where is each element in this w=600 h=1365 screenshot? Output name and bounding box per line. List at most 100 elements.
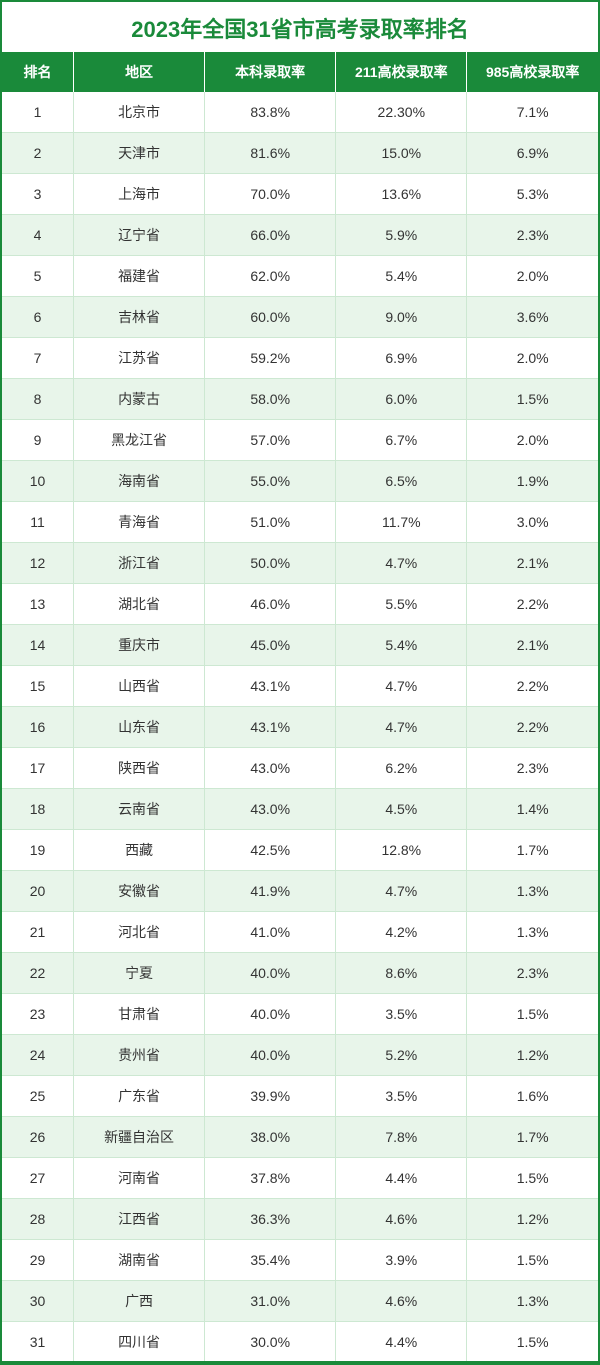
cell-r985: 1.7% — [467, 830, 598, 871]
cell-region: 贵州省 — [74, 1035, 205, 1076]
cell-r985: 1.3% — [467, 871, 598, 912]
col-985: 985高校录取率 — [467, 52, 598, 92]
cell-region: 黑龙江省 — [74, 420, 205, 461]
cell-region: 四川省 — [74, 1322, 205, 1363]
cell-region: 天津市 — [74, 133, 205, 174]
cell-region: 广西 — [74, 1281, 205, 1322]
cell-region: 甘肃省 — [74, 994, 205, 1035]
table-row: 1北京市83.8%22.30%7.1% — [2, 92, 598, 133]
cell-ug: 43.1% — [205, 666, 336, 707]
cell-rank: 11 — [2, 502, 74, 543]
table-row: 11青海省51.0%11.7%3.0% — [2, 502, 598, 543]
cell-r211: 4.7% — [336, 871, 467, 912]
cell-region: 陕西省 — [74, 748, 205, 789]
cell-r985: 1.6% — [467, 1076, 598, 1117]
cell-ug: 60.0% — [205, 297, 336, 338]
cell-r211: 22.30% — [336, 92, 467, 133]
table-row: 24贵州省40.0%5.2%1.2% — [2, 1035, 598, 1076]
table-row: 9黑龙江省57.0%6.7%2.0% — [2, 420, 598, 461]
cell-rank: 1 — [2, 92, 74, 133]
col-rank: 排名 — [2, 52, 74, 92]
table-row: 26新疆自治区38.0%7.8%1.7% — [2, 1117, 598, 1158]
cell-region: 北京市 — [74, 92, 205, 133]
cell-r211: 6.0% — [336, 379, 467, 420]
cell-r211: 11.7% — [336, 502, 467, 543]
cell-r211: 4.4% — [336, 1158, 467, 1199]
cell-r211: 5.2% — [336, 1035, 467, 1076]
cell-ug: 50.0% — [205, 543, 336, 584]
table-row: 7江苏省59.2%6.9%2.0% — [2, 338, 598, 379]
cell-ug: 40.0% — [205, 994, 336, 1035]
cell-ug: 55.0% — [205, 461, 336, 502]
table-row: 14重庆市45.0%5.4%2.1% — [2, 625, 598, 666]
cell-r985: 2.2% — [467, 666, 598, 707]
cell-r211: 12.8% — [336, 830, 467, 871]
cell-ug: 30.0% — [205, 1322, 336, 1363]
table-row: 31四川省30.0%4.4%1.5% — [2, 1322, 598, 1363]
table-row: 6吉林省60.0%9.0%3.6% — [2, 297, 598, 338]
table-row: 13湖北省46.0%5.5%2.2% — [2, 584, 598, 625]
cell-r211: 6.7% — [336, 420, 467, 461]
cell-region: 上海市 — [74, 174, 205, 215]
table-row: 28江西省36.3%4.6%1.2% — [2, 1199, 598, 1240]
cell-rank: 30 — [2, 1281, 74, 1322]
cell-rank: 14 — [2, 625, 74, 666]
cell-r211: 4.4% — [336, 1322, 467, 1363]
cell-region: 新疆自治区 — [74, 1117, 205, 1158]
cell-r211: 4.7% — [336, 543, 467, 584]
cell-region: 西藏 — [74, 830, 205, 871]
cell-r985: 1.5% — [467, 1322, 598, 1363]
cell-rank: 17 — [2, 748, 74, 789]
cell-r211: 5.4% — [336, 625, 467, 666]
cell-rank: 26 — [2, 1117, 74, 1158]
cell-region: 河北省 — [74, 912, 205, 953]
page-title: 2023年全国31省市高考录取率排名 — [2, 2, 598, 52]
cell-rank: 28 — [2, 1199, 74, 1240]
table-row: 8内蒙古58.0%6.0%1.5% — [2, 379, 598, 420]
cell-ug: 46.0% — [205, 584, 336, 625]
cell-r211: 15.0% — [336, 133, 467, 174]
cell-rank: 21 — [2, 912, 74, 953]
table-row: 10海南省55.0%6.5%1.9% — [2, 461, 598, 502]
cell-rank: 22 — [2, 953, 74, 994]
cell-r985: 1.9% — [467, 461, 598, 502]
cell-r985: 3.6% — [467, 297, 598, 338]
cell-rank: 13 — [2, 584, 74, 625]
cell-r985: 2.2% — [467, 707, 598, 748]
cell-rank: 3 — [2, 174, 74, 215]
table-row: 27河南省37.8%4.4%1.5% — [2, 1158, 598, 1199]
cell-ug: 81.6% — [205, 133, 336, 174]
cell-r211: 6.9% — [336, 338, 467, 379]
table-row: 12浙江省50.0%4.7%2.1% — [2, 543, 598, 584]
cell-r211: 4.5% — [336, 789, 467, 830]
cell-ug: 35.4% — [205, 1240, 336, 1281]
cell-ug: 43.1% — [205, 707, 336, 748]
cell-region: 内蒙古 — [74, 379, 205, 420]
cell-rank: 24 — [2, 1035, 74, 1076]
cell-r985: 1.5% — [467, 1240, 598, 1281]
cell-region: 湖北省 — [74, 584, 205, 625]
col-ug: 本科录取率 — [205, 52, 336, 92]
cell-r211: 6.5% — [336, 461, 467, 502]
cell-ug: 40.0% — [205, 1035, 336, 1076]
cell-r211: 4.6% — [336, 1281, 467, 1322]
cell-region: 广东省 — [74, 1076, 205, 1117]
cell-rank: 19 — [2, 830, 74, 871]
cell-rank: 10 — [2, 461, 74, 502]
cell-r211: 5.9% — [336, 215, 467, 256]
cell-rank: 27 — [2, 1158, 74, 1199]
cell-region: 海南省 — [74, 461, 205, 502]
cell-r211: 5.4% — [336, 256, 467, 297]
cell-r985: 1.2% — [467, 1199, 598, 1240]
cell-r985: 1.7% — [467, 1117, 598, 1158]
cell-r985: 1.3% — [467, 1281, 598, 1322]
cell-region: 江苏省 — [74, 338, 205, 379]
table-row: 20安徽省41.9%4.7%1.3% — [2, 871, 598, 912]
cell-ug: 58.0% — [205, 379, 336, 420]
cell-r211: 3.5% — [336, 1076, 467, 1117]
cell-r211: 9.0% — [336, 297, 467, 338]
table-row: 3上海市70.0%13.6%5.3% — [2, 174, 598, 215]
cell-r985: 2.1% — [467, 543, 598, 584]
cell-rank: 16 — [2, 707, 74, 748]
cell-r211: 8.6% — [336, 953, 467, 994]
